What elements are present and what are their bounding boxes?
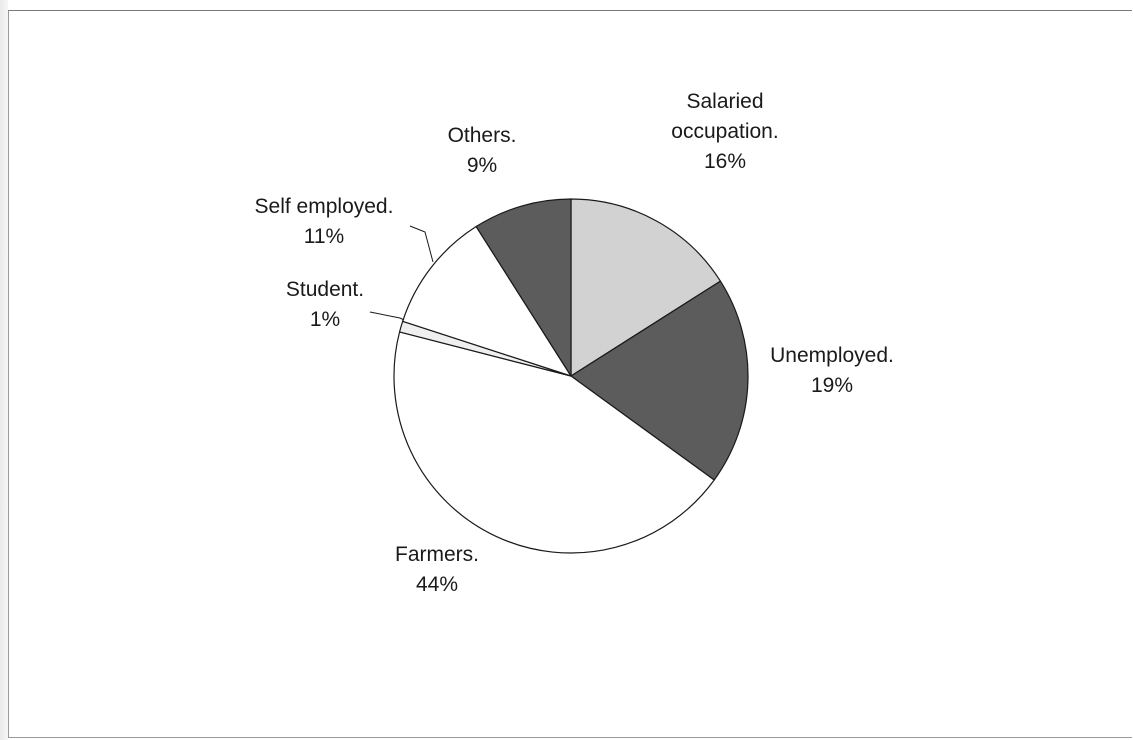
slice-percent-label: 11% bbox=[304, 225, 344, 248]
pie-slice-unemployed bbox=[570, 280, 749, 481]
slice-percent-label: 9% bbox=[467, 154, 497, 177]
slice-percent-label: 1% bbox=[310, 308, 340, 331]
page-edge-shade bbox=[0, 0, 8, 740]
slice-percent-label: 44% bbox=[416, 573, 458, 596]
leader-line bbox=[409, 225, 434, 263]
slice-name-label: Student. bbox=[286, 278, 364, 301]
slice-name-label: occupation. bbox=[671, 120, 778, 143]
slice-name-label: Farmers. bbox=[395, 543, 479, 566]
slice-percent-label: 19% bbox=[811, 374, 853, 397]
pie-slice-farmers bbox=[393, 331, 715, 554]
pie-slice-salaried-occupation bbox=[570, 198, 722, 377]
slice-name-label: Unemployed. bbox=[770, 344, 894, 367]
leader-lines bbox=[369, 225, 434, 321]
slice-name-label: Self employed. bbox=[255, 195, 394, 218]
slice-percent-label: 16% bbox=[704, 150, 746, 173]
slice-labels: Salaried occupation. 16% Unemployed. 19% Farm… bbox=[255, 90, 894, 596]
slice-name-label: Salaried bbox=[686, 90, 763, 113]
pie-slices bbox=[393, 198, 749, 554]
slice-name-label: Others. bbox=[448, 124, 517, 147]
pie-slice-others bbox=[475, 198, 572, 377]
pie-slice-self-employed bbox=[402, 225, 572, 377]
leader-line bbox=[369, 311, 405, 321]
